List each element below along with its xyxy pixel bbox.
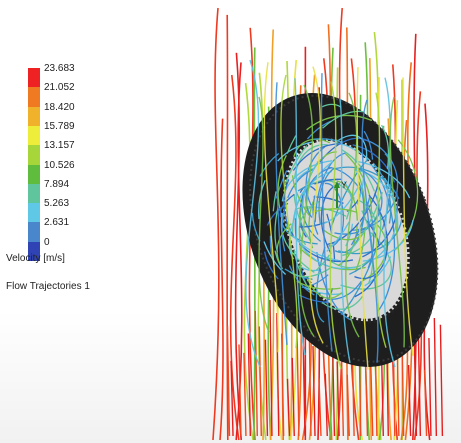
legend-tick-label: 2.631 xyxy=(44,217,70,229)
flow-trajectory xyxy=(258,326,263,437)
flow-trajectory xyxy=(312,346,316,437)
legend-parameter-label: Velocity [m/s] xyxy=(6,253,65,264)
flow-trajectory xyxy=(281,166,375,301)
flow-trajectory xyxy=(413,344,418,437)
flow-trajectory xyxy=(346,374,350,437)
legend-swatch xyxy=(28,203,40,223)
legend-swatch xyxy=(28,68,40,88)
flow-trajectory xyxy=(286,378,291,437)
flow-trajectory xyxy=(251,138,392,281)
plot-name-label: Flow Trajectories 1 xyxy=(6,281,90,292)
flow-trajectory xyxy=(375,92,387,348)
legend-tick-label: 23.683 xyxy=(44,63,75,74)
flow-trajectory xyxy=(243,352,247,437)
flow-trajectory xyxy=(263,62,279,353)
flow-trajectory xyxy=(407,364,412,437)
legend-tick-label: 5.263 xyxy=(44,198,70,210)
flow-trajectory xyxy=(318,378,322,437)
flow-trajectory xyxy=(433,317,438,437)
flow-trajectory xyxy=(238,344,242,437)
flow-trajectory xyxy=(383,77,396,368)
flow-trajectory xyxy=(340,347,345,437)
flow-trajectory xyxy=(276,208,388,290)
flow-trajectory xyxy=(254,310,258,437)
flow-trajectory xyxy=(320,182,388,280)
flow-trajectory xyxy=(364,355,369,437)
color-legend: 23.683 21.052 18.420 15.789 13.157 10.526 7.89… xyxy=(0,0,150,300)
legend-swatch xyxy=(28,125,40,146)
flow-trajectory xyxy=(269,300,273,437)
flow-trajectory xyxy=(276,312,280,437)
flow-trajectory xyxy=(345,92,360,338)
legend-swatch xyxy=(28,87,40,108)
flow-trajectory xyxy=(277,114,419,271)
legend-swatch xyxy=(28,164,40,185)
flow-trajectory xyxy=(279,178,362,228)
flow-trajectory xyxy=(336,361,340,437)
legend-swatch xyxy=(28,106,40,127)
flow-trajectory xyxy=(324,373,328,437)
legend-tick-label: 21.052 xyxy=(44,82,75,94)
legend-tick-label: 18.420 xyxy=(44,101,75,113)
flow-trajectory xyxy=(329,81,342,370)
flow-trajectory xyxy=(302,134,368,226)
flow-trajectory xyxy=(291,357,295,437)
axis-triad-label: Y xyxy=(341,180,347,190)
flow-trajectory xyxy=(229,74,240,441)
flow-trajectory xyxy=(309,66,324,344)
flow-trajectory xyxy=(280,333,285,437)
flow-trajectory xyxy=(417,332,422,437)
flow-trajectory xyxy=(247,333,252,437)
legend-swatch xyxy=(28,145,40,165)
flow-trajectory xyxy=(370,363,374,437)
flow-trajectory xyxy=(258,96,270,333)
legend-tick-label: 0 xyxy=(44,236,50,248)
legend-swatch xyxy=(28,241,40,262)
flow-trajectory xyxy=(264,339,269,437)
legend-tick-label: 15.789 xyxy=(44,120,75,132)
flow-trajectory xyxy=(294,78,306,356)
flow-trajectory xyxy=(361,99,379,363)
flow-trajectory xyxy=(428,337,432,437)
flow-trajectory xyxy=(356,67,369,370)
flow-trajectory xyxy=(320,73,333,352)
flow-trajectory xyxy=(280,74,298,349)
flow-trajectory xyxy=(243,83,254,441)
flow-trajectory xyxy=(402,77,414,356)
flow-trajectory xyxy=(226,14,229,441)
flow-trajectory xyxy=(423,369,428,437)
flow-trajectory-lines-front xyxy=(245,59,419,370)
flow-trajectory xyxy=(274,82,288,346)
flow-trajectory xyxy=(389,96,405,348)
flow-trajectory xyxy=(302,333,306,437)
legend-tick-label: 13.157 xyxy=(44,140,75,152)
flow-trajectory xyxy=(439,324,444,437)
flow-trajectory xyxy=(339,98,351,363)
flow-trajectory xyxy=(299,84,315,338)
legend-swatch xyxy=(28,183,40,204)
flow-trajectory xyxy=(315,151,392,324)
flow-trajectory xyxy=(226,325,231,437)
legend-swatch xyxy=(28,222,40,243)
flow-trajectory xyxy=(245,59,261,368)
flow-trajectory xyxy=(281,206,392,290)
legend-tick-label: 10.526 xyxy=(44,159,75,171)
flow-trajectory xyxy=(219,118,224,441)
flow-trajectory xyxy=(212,7,220,441)
legend-tick-label: 7.894 xyxy=(44,178,70,190)
axis-triad: Y xyxy=(334,180,347,208)
flow-trajectory xyxy=(230,360,234,437)
